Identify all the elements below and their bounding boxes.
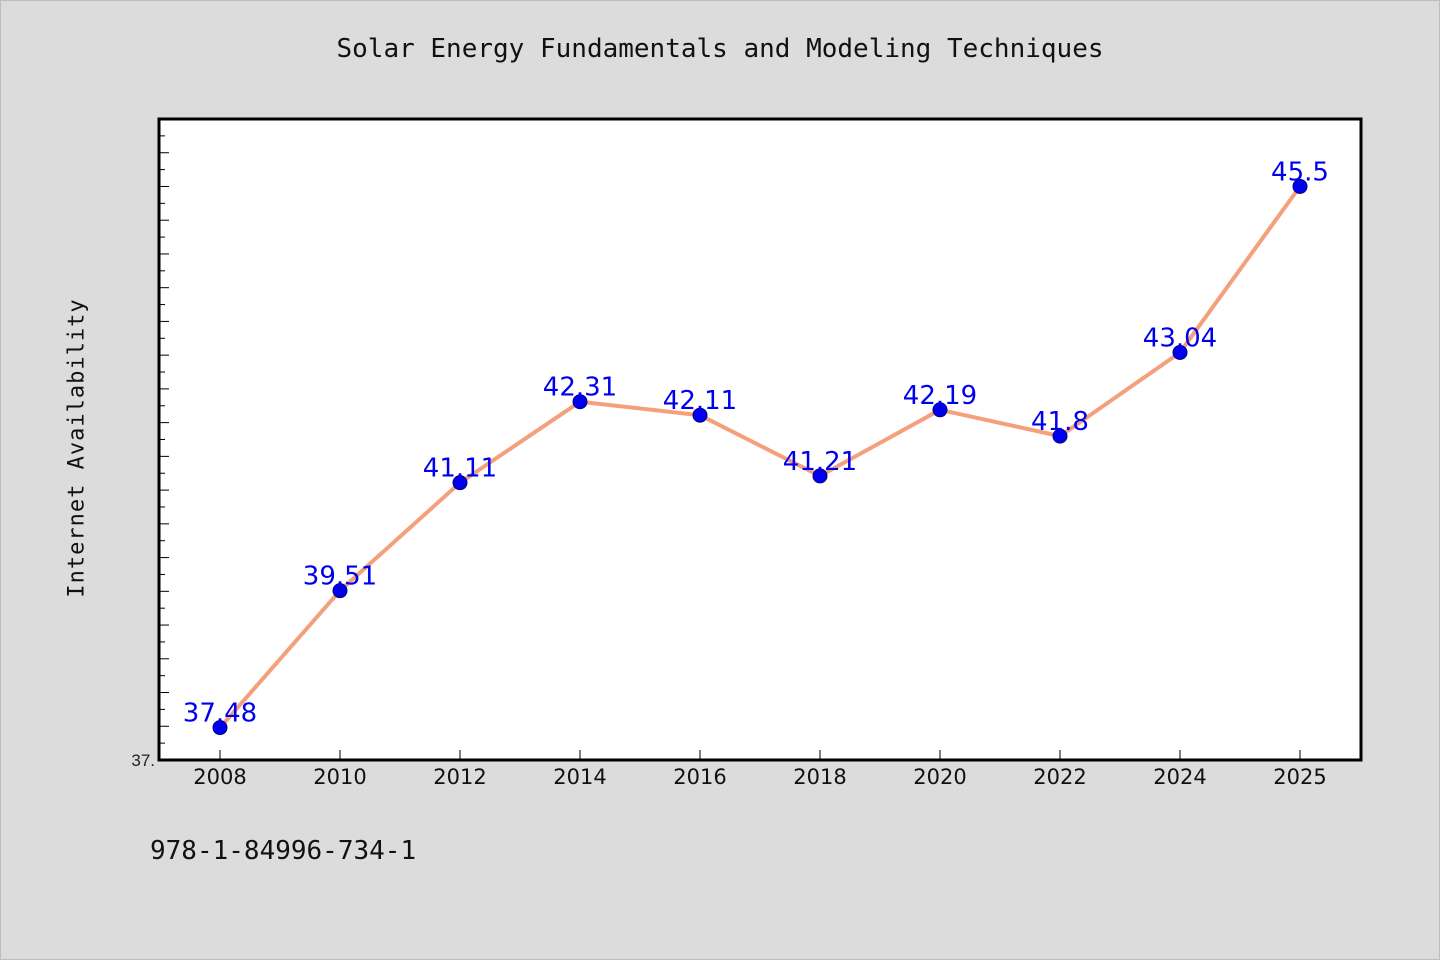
data-point [1052,428,1068,444]
plot-area [157,117,1363,762]
data-point [452,475,468,491]
x-tick-label: 2018 [793,765,846,789]
x-tick-label: 2025 [1273,765,1326,789]
data-label: 37.48 [183,699,257,729]
x-tick-label: 2014 [553,765,606,789]
data-point [692,407,708,423]
data-point [332,583,348,599]
x-tick-label: 2024 [1153,765,1206,789]
data-point [1172,344,1188,360]
data-label: 41.8 [1031,407,1089,437]
x-tick-label: 2016 [673,765,726,789]
data-label: 39.51 [303,562,377,592]
data-label: 41.11 [423,454,497,484]
y-tick-label: 37. [131,751,155,770]
data-point [812,468,828,484]
data-point [212,720,228,736]
data-point [932,402,948,418]
x-tick-label: 2020 [913,765,966,789]
data-point [572,394,588,410]
data-label: 43.04 [1143,323,1217,353]
data-label: 42.11 [663,386,737,416]
data-label: 42.19 [903,381,977,411]
data-point [1292,178,1308,194]
x-tick-label: 2010 [313,765,366,789]
x-tick-label: 2012 [433,765,486,789]
data-label: 41.21 [783,447,857,477]
y-axis-ticks: 37. [131,135,169,770]
isbn-text: 978-1-84996-734-1 [150,836,417,866]
series-line [218,185,1302,729]
series-group: 37.48 39.51 41.11 42.31 42.11 41.21 42.19 41.8 4… [183,157,1329,736]
x-tick-label: 2022 [1033,765,1086,789]
chart-title: Solar Energy Fundamentals and Modeling T… [336,34,1104,64]
data-label: 42.31 [543,373,617,403]
x-tick-label: 2008 [193,765,246,789]
data-label: 45.5 [1271,157,1329,187]
x-axis-ticks: 2008 2010 2012 2014 2016 2018 2020 2022 2024 2025 [193,750,1327,789]
